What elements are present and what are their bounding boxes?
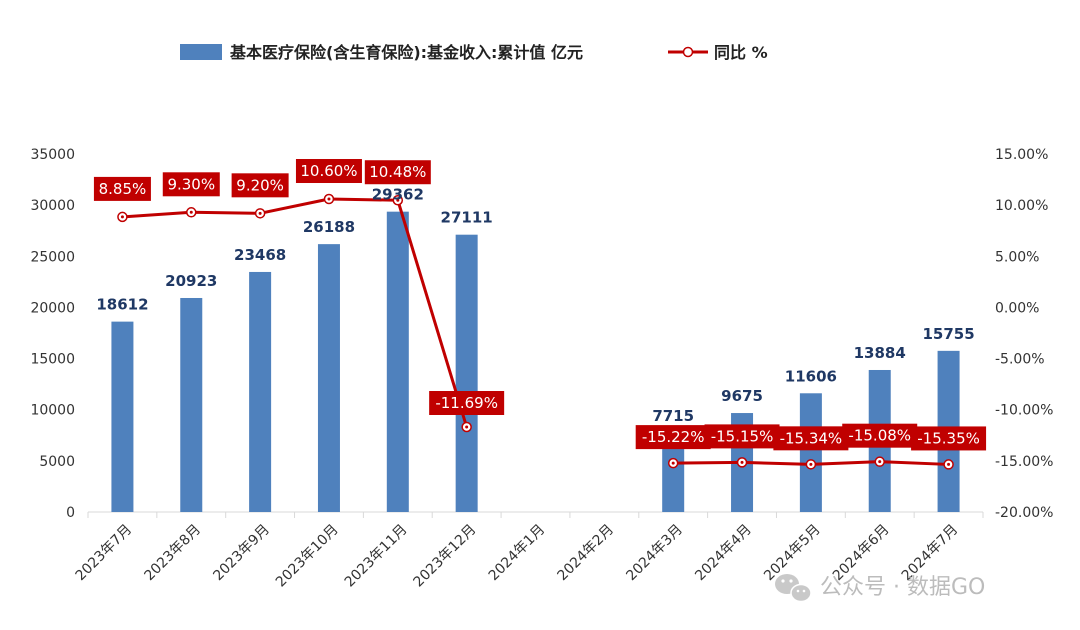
y-right-tick-label: 5.00%: [995, 249, 1039, 265]
y-left-tick-label: 0: [66, 505, 75, 521]
pct-label-box: [773, 426, 849, 451]
line-series: [117, 193, 954, 470]
bar-value-label: 23468: [234, 246, 286, 264]
x-tick-label: 2023年11月: [342, 522, 411, 591]
pct-value-label: 10.60%: [300, 162, 357, 180]
x-tick-label: 2024年1月: [486, 522, 549, 585]
line-point-center: [189, 210, 193, 214]
pct-label-box: [704, 424, 780, 449]
y-right-tick-label: -15.00%: [995, 454, 1053, 470]
x-tick-label: 2024年4月: [692, 522, 755, 585]
line-segment: [122, 197, 469, 428]
bar-value-label: 18612: [96, 296, 148, 314]
y-right-tick-label: -20.00%: [995, 505, 1053, 521]
pct-value-label: -15.22%: [642, 428, 705, 446]
legend-label-line: 同比 %: [714, 43, 768, 62]
pct-value-label: -15.15%: [711, 427, 774, 445]
bar-value-label: 15755: [922, 325, 974, 343]
pct-label-box: [429, 391, 505, 416]
line-point-center: [258, 211, 262, 215]
y-right-tick-label: 0.00%: [995, 300, 1039, 316]
bar-value-label: 26188: [303, 218, 355, 236]
x-tick-label: 2023年7月: [73, 522, 136, 585]
pct-label-box: [162, 172, 220, 197]
x-tick-label: 2024年2月: [555, 522, 618, 585]
pct-value-label: -15.34%: [780, 429, 843, 447]
bar: [317, 244, 340, 513]
pct-value-label: 8.85%: [99, 180, 147, 198]
line-point-center: [947, 462, 951, 466]
y-right-tick-label: 15.00%: [995, 147, 1048, 163]
y-left-tick-label: 5000: [39, 454, 75, 470]
pct-value-label: 9.30%: [167, 175, 215, 193]
x-tick-label: 2024年5月: [761, 522, 824, 585]
bar-value-label: 20923: [165, 272, 217, 290]
bar: [111, 321, 134, 512]
legend-swatch-bar: [180, 44, 222, 60]
y-left-tick-label: 15000: [30, 352, 75, 368]
bar-value-label: 13884: [854, 344, 906, 362]
bar-value-label: 11606: [785, 367, 837, 385]
pct-label-box: [364, 160, 431, 185]
pct-label-box: [93, 176, 151, 201]
line-point-center: [120, 215, 124, 219]
y-left-tick-label: 35000: [30, 147, 75, 163]
bar: [662, 433, 685, 512]
watermark: 公众号 · 数据GO: [775, 574, 985, 603]
pct-value-label: -11.69%: [435, 394, 498, 412]
pct-label-box: [295, 159, 362, 184]
bar-value-label: 7715: [652, 407, 694, 425]
y-right-tick-label: 10.00%: [995, 198, 1048, 214]
line-point-center: [809, 462, 813, 466]
y-left-tick-label: 25000: [30, 249, 75, 265]
data-labels: 18612 20923 23468 26188 29362 27111 7715 9675 11…: [93, 159, 987, 451]
x-tick-label: 2024年3月: [623, 522, 686, 585]
pct-label-box: [842, 423, 918, 448]
legend: 基本医疗保险(含生育保险):基金收入:累计值 亿元 同比 %: [180, 43, 768, 62]
y-left-tick-label: 20000: [30, 300, 75, 316]
bar-value-label: 27111: [441, 209, 493, 227]
x-tick-label: 2023年12月: [411, 522, 480, 591]
x-tick-label: 2023年9月: [210, 522, 273, 585]
pct-value-label: -15.35%: [917, 429, 980, 447]
pct-label-box: [231, 173, 289, 198]
line-point-center: [740, 460, 744, 464]
pct-label-box: [911, 426, 987, 451]
pct-value-label: 9.20%: [236, 176, 284, 194]
bar-value-label: 29362: [372, 186, 424, 204]
bar: [455, 234, 478, 512]
bar: [180, 297, 203, 512]
y-right-tick-label: -10.00%: [995, 403, 1053, 419]
pct-label-box: [635, 425, 711, 450]
bar-value-label: 9675: [721, 387, 763, 405]
line-point-center: [671, 461, 675, 465]
y-right-tick-label: -5.00%: [995, 352, 1045, 368]
line-point-center: [396, 198, 400, 202]
x-tick-label: 2023年8月: [141, 522, 204, 585]
bar: [249, 271, 272, 512]
line-point-center: [878, 460, 882, 464]
bar: [386, 211, 409, 512]
legend-marker: [682, 46, 694, 58]
line-point-center: [327, 197, 331, 201]
pct-value-label: 10.48%: [369, 163, 426, 181]
watermark-text: 公众号 · 数据GO: [820, 575, 985, 600]
line-point-center: [465, 425, 469, 429]
y-left-tick-label: 10000: [30, 403, 75, 419]
legend-label-bar: 基本医疗保险(含生育保险):基金收入:累计值 亿元: [229, 43, 583, 62]
bar: [799, 393, 822, 512]
x-tick-label: 2023年10月: [273, 522, 342, 591]
pct-value-label: -15.08%: [848, 427, 911, 445]
bar-series: [111, 211, 960, 513]
y-left-tick-label: 30000: [30, 198, 75, 214]
wechat-icon: [775, 574, 812, 603]
